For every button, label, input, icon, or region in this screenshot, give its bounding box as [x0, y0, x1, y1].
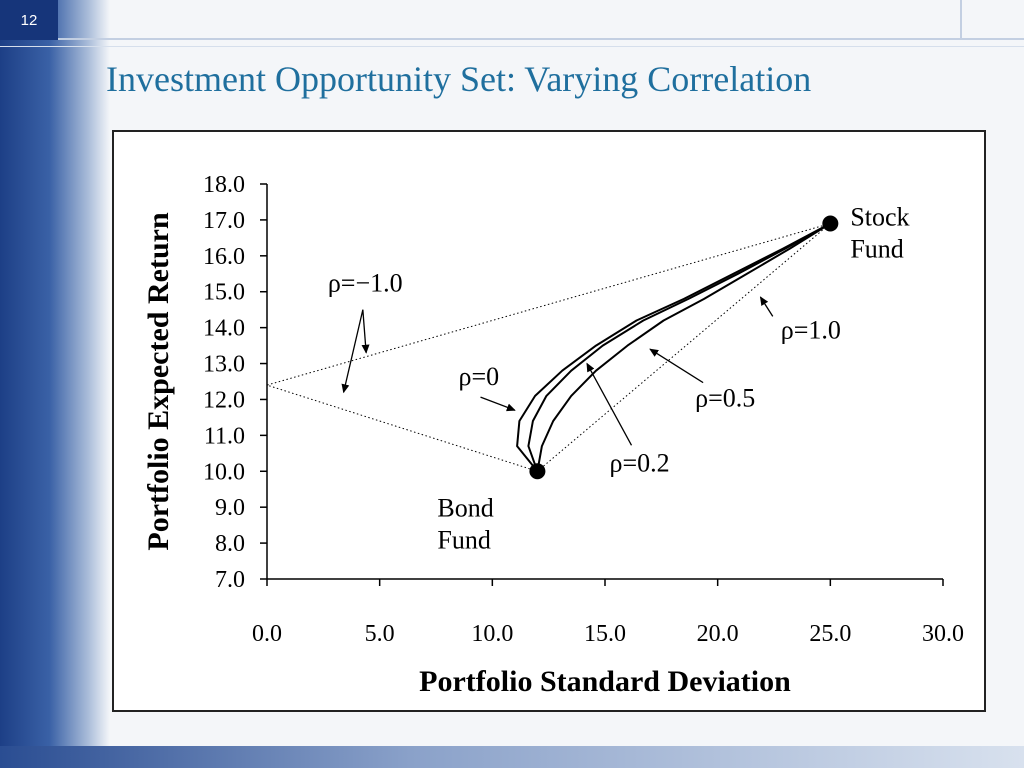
bottom-decorative-band [0, 746, 1024, 768]
y-tick-label: 7.0 [215, 567, 245, 593]
y-axis-title: Portfolio Expected Return [142, 212, 175, 551]
annotation-arrow [586, 362, 633, 446]
x-tick-label: 5.0 [365, 621, 395, 647]
correlation-label: ρ=0.5 [695, 384, 755, 413]
x-tick-label: 25.0 [809, 621, 851, 647]
annotation-arrow [480, 396, 516, 412]
y-tick-label: 9.0 [215, 495, 245, 521]
correlation-label: ρ=−1.0 [328, 269, 403, 298]
left-decorative-band [0, 0, 110, 768]
data-point [822, 215, 839, 232]
series-line [527, 222, 831, 472]
y-tick-label: 8.0 [215, 531, 245, 557]
corner-decoration [960, 0, 1024, 38]
x-tick-label: 20.0 [697, 621, 739, 647]
x-axis-title: Portfolio Standard Deviation [419, 665, 791, 698]
slide-title: Investment Opportunity Set: Varying Corr… [106, 59, 812, 99]
annotation-arrow [759, 296, 774, 317]
top-divider [58, 38, 1024, 40]
point-label: Bond Fund [437, 493, 493, 554]
slide-number: 12 [0, 0, 58, 40]
chart-frame: 7.0 8.0 9.0 10.0 11.0 12.0 13.0 14.0 15.0 16.0 17.… [112, 130, 986, 712]
y-tick-label: 11.0 [204, 423, 245, 449]
y-tick-label: 10.0 [203, 459, 245, 485]
series-line [536, 222, 831, 472]
correlation-label: ρ=1.0 [781, 315, 841, 344]
annotation-arrow [649, 348, 704, 384]
annotation-arrow [361, 309, 370, 354]
chart: 7.0 8.0 9.0 10.0 11.0 12.0 13.0 14.0 15.0 16.0 17.… [142, 172, 964, 698]
y-tick-label: 15.0 [203, 280, 245, 306]
correlation-label: ρ=0 [459, 362, 500, 391]
y-tick-label: 16.0 [203, 244, 245, 270]
x-tick-label: 10.0 [471, 621, 513, 647]
x-tick-label: 15.0 [584, 621, 626, 647]
x-tick-label: 0.0 [252, 621, 282, 647]
data-point [529, 463, 546, 480]
y-tick-label: 18.0 [203, 172, 245, 198]
series-line [516, 222, 831, 472]
series-line [537, 223, 831, 472]
y-tick-label: 12.0 [203, 387, 245, 413]
annotation-arrow [341, 309, 364, 394]
x-tick-label: 30.0 [922, 621, 964, 647]
y-tick-label: 14.0 [203, 316, 245, 342]
y-tick-label: 13.0 [203, 352, 245, 378]
y-tick-label: 17.0 [203, 208, 245, 234]
correlation-label: ρ=0.2 [610, 448, 670, 477]
series-line [265, 223, 831, 472]
point-label: Stock Fund [850, 203, 909, 264]
top-divider-thin [0, 46, 1024, 47]
